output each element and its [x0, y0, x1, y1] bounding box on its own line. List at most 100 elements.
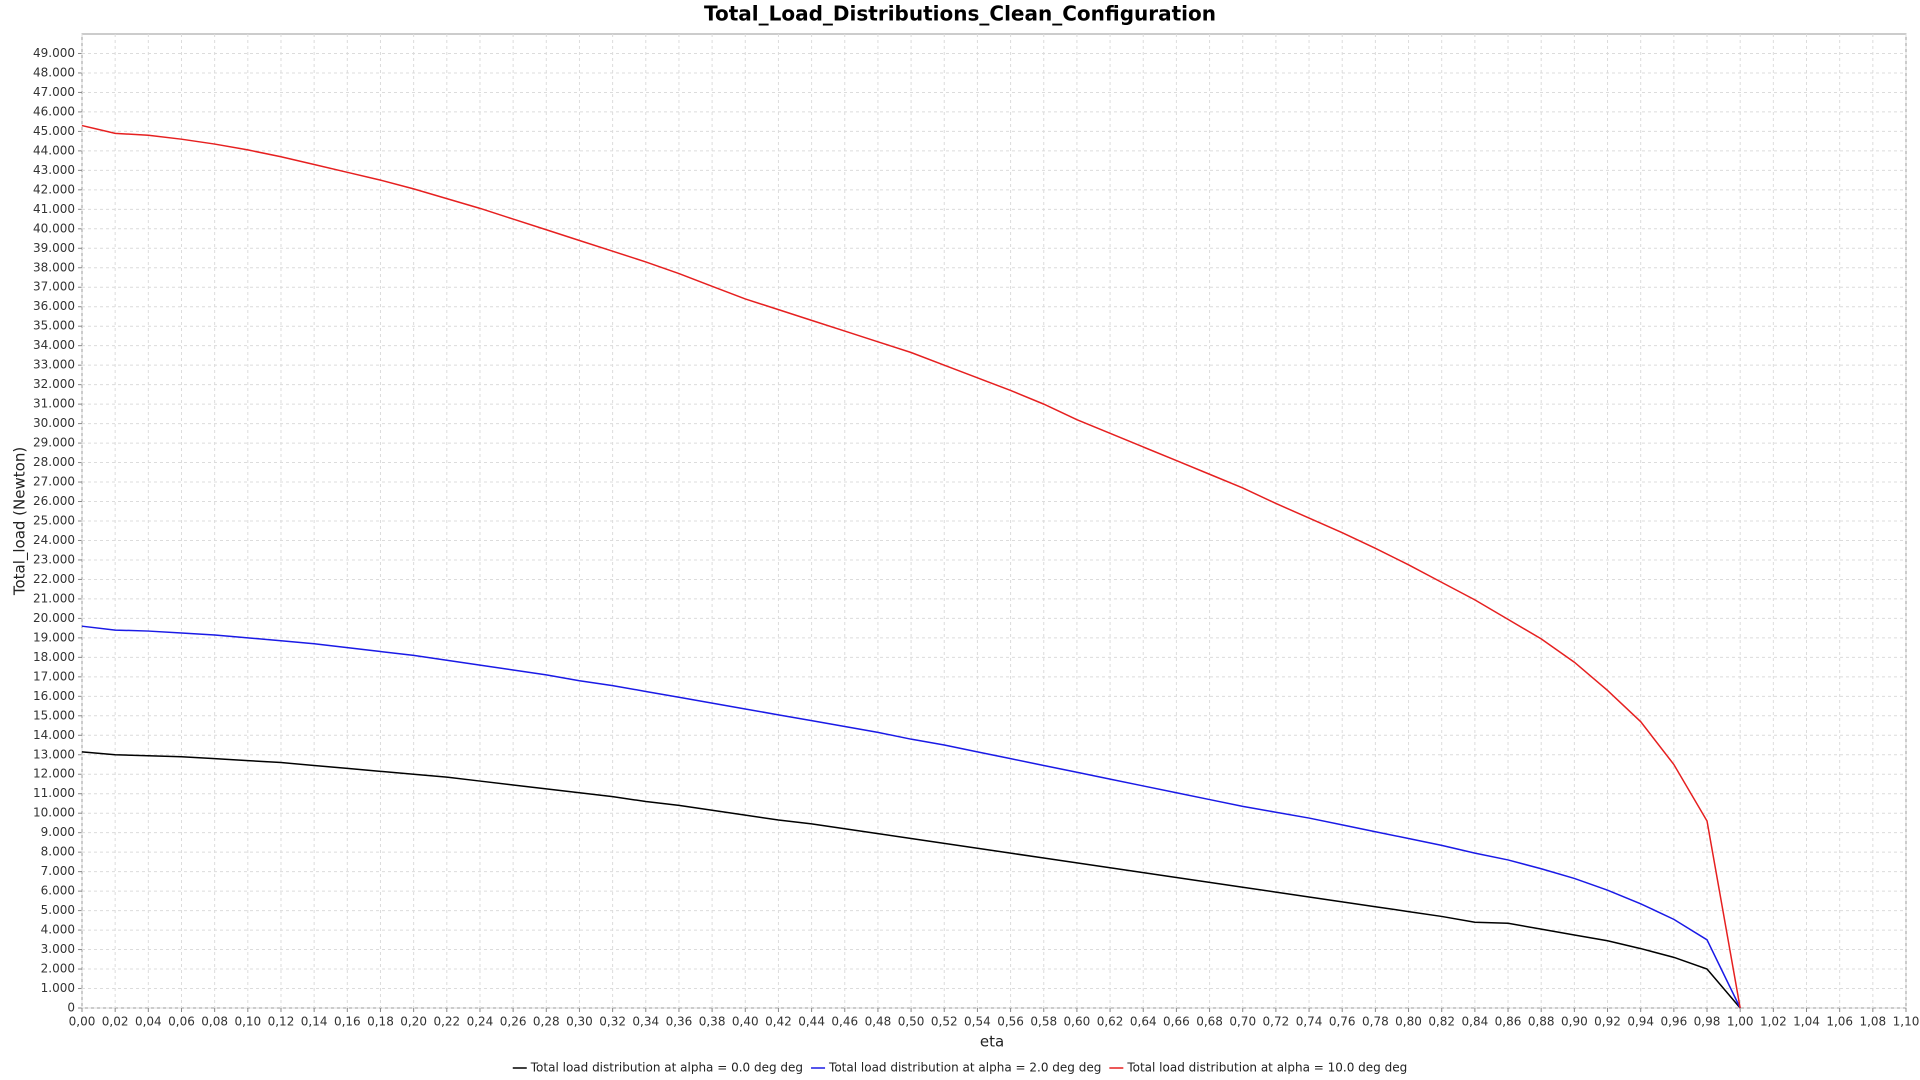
y-tick-label: 48.000: [33, 65, 75, 79]
y-tick-label: 12.000: [33, 767, 75, 781]
x-axis-label: eta: [980, 1033, 1004, 1051]
x-tick-label: 0,80: [1395, 1015, 1422, 1029]
x-tick-label: 1,08: [1859, 1015, 1886, 1029]
x-tick-label: 0,94: [1627, 1015, 1654, 1029]
x-tick-label: 1,06: [1826, 1015, 1853, 1029]
y-tick-label: 18.000: [33, 650, 75, 664]
series-line: [81, 124, 1741, 1009]
y-tick-label: 34.000: [33, 338, 75, 352]
x-tick-label: 0,32: [599, 1015, 626, 1029]
y-tick-label: 43.000: [33, 163, 75, 177]
x-tick-label: 0,72: [1263, 1015, 1290, 1029]
x-tick-label: 0,16: [334, 1015, 361, 1029]
y-axis-label: Total_load (Newton): [11, 447, 30, 596]
y-tick-label: 21.000: [33, 591, 75, 605]
x-tick-label: 0,88: [1528, 1015, 1555, 1029]
x-tick-label: 0,58: [1030, 1015, 1057, 1029]
x-tick-label: 0,14: [301, 1015, 328, 1029]
y-tick-label: 31.000: [33, 397, 75, 411]
x-tick-label: 1,02: [1760, 1015, 1787, 1029]
x-tick-label: 0,70: [1229, 1015, 1256, 1029]
y-tick-label: 9.000: [41, 825, 75, 839]
y-tick-label: 27.000: [33, 475, 75, 489]
x-tick-label: 0,18: [367, 1015, 394, 1029]
y-tick-label: 46.000: [33, 104, 75, 118]
x-tick-label: 0,22: [433, 1015, 460, 1029]
x-tick-label: 0,38: [699, 1015, 726, 1029]
y-tick-label: 26.000: [33, 494, 75, 508]
y-tick-label: 25.000: [33, 514, 75, 528]
x-tick-label: 0,36: [666, 1015, 693, 1029]
y-tick-label: 47.000: [33, 85, 75, 99]
y-tick-label: 35.000: [33, 319, 75, 333]
legend-label: Total load distribution at alpha = 10.0 …: [1126, 1061, 1407, 1075]
y-tick-label: 4.000: [41, 923, 75, 937]
x-tick-label: 0,96: [1660, 1015, 1687, 1029]
y-tick-label: 2.000: [41, 962, 75, 976]
x-tick-label: 0,02: [102, 1015, 129, 1029]
y-tick-label: 16.000: [33, 689, 75, 703]
x-tick-label: 0,08: [201, 1015, 228, 1029]
x-tick-label: 0,34: [632, 1015, 659, 1029]
series-line: [81, 751, 1741, 1009]
x-tick-label: 0,06: [168, 1015, 195, 1029]
y-tick-label: 29.000: [33, 436, 75, 450]
y-tick-label: 24.000: [33, 533, 75, 547]
x-tick-label: 0,48: [865, 1015, 892, 1029]
y-tick-label: 22.000: [33, 572, 75, 586]
x-tick-label: 0,74: [1296, 1015, 1323, 1029]
x-tick-label: 1,10: [1893, 1015, 1920, 1029]
y-tick-label: 0: [67, 1001, 75, 1015]
x-tick-label: 0,54: [964, 1015, 991, 1029]
x-tick-label: 0,92: [1594, 1015, 1621, 1029]
y-tick-label: 28.000: [33, 455, 75, 469]
y-tick-label: 19.000: [33, 630, 75, 644]
x-tick-label: 0,04: [135, 1015, 162, 1029]
x-tick-label: 0,52: [931, 1015, 958, 1029]
y-tick-label: 17.000: [33, 669, 75, 683]
x-tick-label: 0,78: [1362, 1015, 1389, 1029]
x-tick-label: 0,12: [268, 1015, 295, 1029]
x-tick-label: 0,30: [566, 1015, 593, 1029]
y-tick-label: 8.000: [41, 845, 75, 859]
x-tick-label: 0,00: [69, 1015, 96, 1029]
x-tick-label: 0,64: [1130, 1015, 1157, 1029]
x-tick-label: 0,62: [1097, 1015, 1124, 1029]
y-tick-label: 15.000: [33, 708, 75, 722]
x-tick-label: 0,42: [765, 1015, 792, 1029]
y-tick-label: 49.000: [33, 46, 75, 60]
x-tick-label: 0,66: [1163, 1015, 1190, 1029]
y-tick-label: 7.000: [41, 864, 75, 878]
y-tick-label: 14.000: [33, 728, 75, 742]
x-tick-label: 1,00: [1727, 1015, 1754, 1029]
x-tick-label: 0,46: [831, 1015, 858, 1029]
x-tick-label: 0,26: [500, 1015, 527, 1029]
y-tick-label: 40.000: [33, 221, 75, 235]
y-tick-label: 42.000: [33, 182, 75, 196]
chart-title: Total_Load_Distributions_Clean_Configura…: [704, 2, 1216, 26]
x-tick-label: 0,60: [1064, 1015, 1091, 1029]
x-tick-label: 0,84: [1462, 1015, 1489, 1029]
x-tick-label: 0,86: [1495, 1015, 1522, 1029]
x-tick-label: 0,28: [533, 1015, 560, 1029]
y-tick-label: 44.000: [33, 143, 75, 157]
x-tick-label: 0,44: [798, 1015, 825, 1029]
legend-label: Total load distribution at alpha = 0.0 d…: [530, 1061, 803, 1075]
y-tick-label: 20.000: [33, 611, 75, 625]
x-tick-label: 0,50: [898, 1015, 925, 1029]
y-tick-label: 45.000: [33, 124, 75, 138]
y-tick-label: 3.000: [41, 942, 75, 956]
x-tick-label: 0,10: [234, 1015, 261, 1029]
y-tick-label: 1.000: [41, 981, 75, 995]
x-tick-label: 0,76: [1329, 1015, 1356, 1029]
y-tick-label: 38.000: [33, 260, 75, 274]
x-tick-label: 0,82: [1428, 1015, 1455, 1029]
y-tick-label: 41.000: [33, 202, 75, 216]
y-tick-label: 30.000: [33, 416, 75, 430]
series-line: [81, 625, 1741, 1009]
x-tick-label: 0,68: [1196, 1015, 1223, 1029]
y-tick-label: 37.000: [33, 280, 75, 294]
x-tick-label: 0,40: [732, 1015, 759, 1029]
